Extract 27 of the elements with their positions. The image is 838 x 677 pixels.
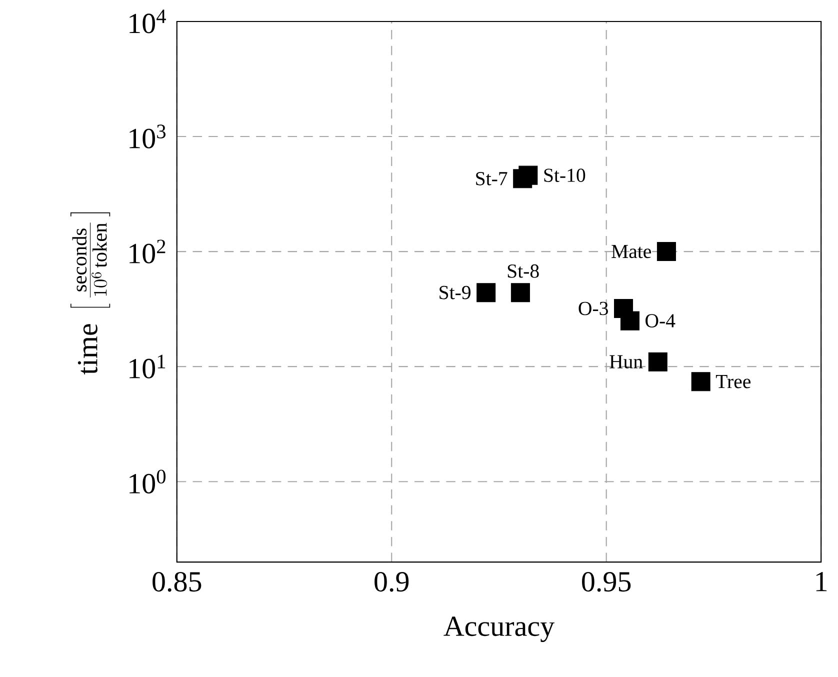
x-tick-label: 0.85 bbox=[152, 572, 202, 592]
x-tick-label: 0.9 bbox=[374, 572, 409, 592]
y-tick-label: 10$^{4}$ bbox=[130, 10, 166, 34]
annotation: St-7 bbox=[476, 172, 508, 186]
point bbox=[476, 283, 496, 302]
point bbox=[620, 311, 640, 330]
annotation: St-9 bbox=[440, 286, 470, 300]
y-tick-label: 10$^{0}$ bbox=[130, 470, 166, 494]
x-tick-label: 0.95 bbox=[582, 572, 631, 592]
point bbox=[518, 166, 538, 185]
y-axis-title: $\mathrm{time}\ \left[\,\frac{\mathrm{seconds}}{10^{6}\,\mathrm{token}}\,\right]$ bbox=[70, 212, 110, 375]
x-axis-title: Accuracy bbox=[444, 616, 554, 642]
annotation: St-10 bbox=[544, 168, 586, 182]
point bbox=[648, 352, 668, 372]
annotation: O-4 bbox=[646, 314, 676, 328]
annotation: St-8 bbox=[508, 264, 539, 278]
x-tick-label: 1 bbox=[816, 572, 827, 592]
y-tick-label: 10$^{2}$ bbox=[130, 240, 166, 264]
annotation: O-3 bbox=[578, 302, 608, 316]
point bbox=[691, 372, 710, 392]
point bbox=[656, 242, 676, 262]
y-tick-label: 10$^{3}$ bbox=[130, 124, 166, 148]
y-tick-label: 10$^{1}$ bbox=[130, 354, 166, 378]
annotation: Hun bbox=[610, 355, 643, 368]
annotation: Tree bbox=[716, 375, 750, 388]
point bbox=[510, 283, 530, 302]
annotation: Mate bbox=[612, 245, 651, 258]
